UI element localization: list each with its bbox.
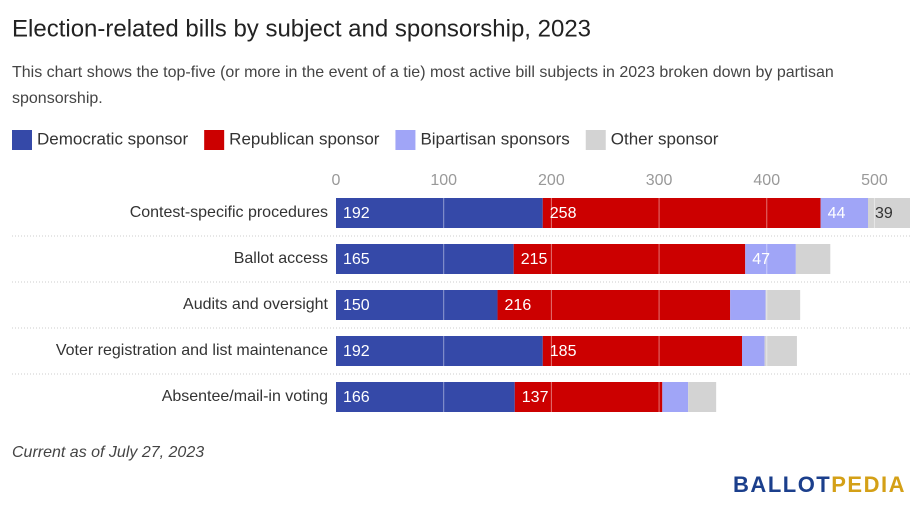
legend-label: Republican sponsor <box>229 129 380 148</box>
subtitle-box: This chart shows the top-five (or more i… <box>12 64 834 107</box>
legend-label: Other sponsor <box>611 129 719 148</box>
bar-value-label: 215 <box>521 251 548 268</box>
bar-segment <box>336 382 515 412</box>
bar-value-label: 150 <box>343 297 370 314</box>
bar-segment <box>795 244 831 274</box>
legend-swatch <box>12 130 32 150</box>
x-tick-label: 300 <box>646 172 673 189</box>
y-tick-label: Absentee/mail-in voting <box>162 388 328 405</box>
bar-segment <box>542 198 821 228</box>
note: Current as of July 27, 2023 <box>12 444 204 461</box>
bar-value-label: 192 <box>343 205 370 222</box>
legend-label: Bipartisan sponsors <box>420 129 569 148</box>
bar-segment <box>868 198 910 228</box>
bar-segment <box>745 244 796 274</box>
legend-swatch <box>395 130 416 150</box>
logo: BALLOTPEDIA <box>733 472 906 497</box>
bar-segment <box>662 382 689 412</box>
bar-segment <box>514 382 663 412</box>
chart-title: Election-related bills by subject and sp… <box>12 15 591 42</box>
bar-segment <box>336 336 543 366</box>
legend-label: Democratic sponsor <box>37 129 189 148</box>
y-tick-label: Voter registration and list maintenance <box>56 342 328 359</box>
bar-value-label: 185 <box>550 343 577 360</box>
bar-value-label: 192 <box>343 343 370 360</box>
chart-subtitle: This chart shows the top-five (or more i… <box>12 64 834 107</box>
bar-value-label: 258 <box>550 205 577 222</box>
bar-segment <box>764 336 797 366</box>
bar-segment <box>688 382 717 412</box>
y-tick-label: Ballot access <box>234 250 328 267</box>
bar-value-label: 44 <box>828 205 846 222</box>
x-tick-label: 200 <box>538 172 565 189</box>
y-tick-label: Audits and oversight <box>183 296 329 313</box>
logo-second: PEDIA <box>831 472 906 497</box>
y-tick-label: Contest-specific procedures <box>130 204 328 221</box>
bar-value-label: 166 <box>343 389 370 406</box>
bar-value-label: 47 <box>752 251 770 268</box>
bar-segment <box>542 336 742 366</box>
bar-value-label: 165 <box>343 251 370 268</box>
bar-segment <box>336 198 543 228</box>
legend-swatch <box>585 130 606 150</box>
bar-value-label: 216 <box>505 297 532 314</box>
bar-segment <box>513 244 746 274</box>
x-tick-label: 500 <box>861 172 888 189</box>
bar-segment <box>336 244 514 274</box>
bar-value-label: 137 <box>522 389 549 406</box>
bar-segment <box>497 290 731 320</box>
bar-segment <box>742 336 765 366</box>
logo-first: BALLOT <box>733 472 831 497</box>
bar-segment <box>336 290 498 320</box>
x-tick-label: 100 <box>430 172 457 189</box>
bar-segment <box>765 290 801 320</box>
bar-segment <box>820 198 868 228</box>
legend: Democratic sponsor Republican sponsor Bipa… <box>12 129 719 150</box>
x-tick-label: 0 <box>332 172 341 189</box>
bar-value-label: 39 <box>875 205 893 222</box>
legend-swatch <box>204 130 225 150</box>
bar-segment <box>730 290 766 320</box>
x-tick-label: 400 <box>753 172 780 189</box>
